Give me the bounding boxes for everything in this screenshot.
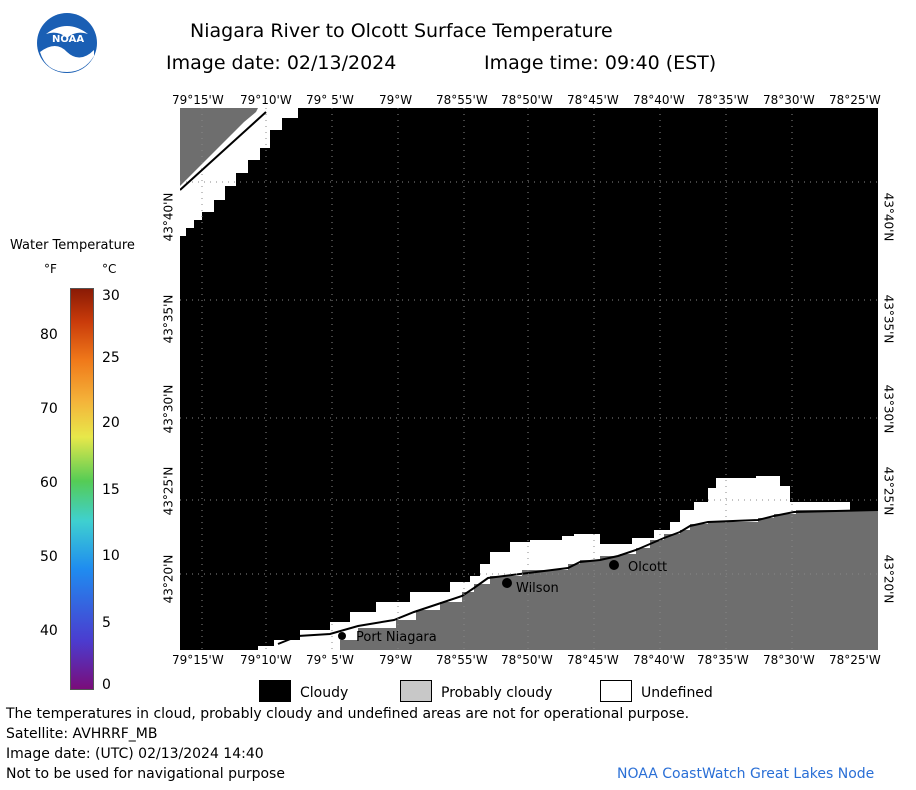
legend-label-undefined: Undefined	[641, 685, 713, 701]
lon-label-top-4: 78°55'W	[436, 93, 488, 107]
lat-label-right-2: 43°30'N	[881, 384, 896, 434]
lat-label-right-0: 43°40'N	[881, 192, 896, 242]
colorbar-c-tick-3: 15	[102, 482, 120, 498]
lon-label-bottom-10: 78°25'W	[829, 653, 881, 667]
lat-label-right-3: 43°25'N	[881, 466, 896, 516]
footer-credit: NOAA CoastWatch Great Lakes Node	[617, 766, 875, 782]
lon-label-bottom-1: 79°10'W	[240, 653, 292, 667]
colorbar-c-tick-0: 30	[102, 288, 120, 304]
legend-swatch-cloudy	[259, 680, 291, 702]
legend-label-cloudy: Cloudy	[300, 685, 349, 701]
map-title: Niagara River to Olcott Surface Temperat…	[190, 20, 613, 42]
lon-label-top-8: 78°35'W	[697, 93, 749, 107]
footer-utc-date: Image date: (UTC) 02/13/2024 14:40	[6, 746, 264, 762]
lon-label-bottom-0: 79°15'W	[172, 653, 224, 667]
colorbar-f-label: °F	[44, 262, 57, 276]
legend-label-probably-cloudy: Probably cloudy	[441, 685, 553, 701]
lon-label-top-10: 78°25'W	[829, 93, 881, 107]
lat-label-left-4: 43°20'N	[161, 554, 176, 604]
colorbar-f-tick-1: 70	[40, 401, 58, 417]
lat-label-left-0: 43°40'N	[161, 192, 176, 242]
lat-label-right-1: 43°35'N	[881, 294, 896, 344]
lon-label-top-5: 78°50'W	[501, 93, 553, 107]
lon-label-top-0: 79°15'W	[172, 93, 224, 107]
lon-label-top-3: 79°W	[379, 93, 413, 107]
colorbar-c-tick-6: 0	[102, 677, 111, 693]
colorbar	[70, 288, 94, 690]
colorbar-c-tick-5: 5	[102, 615, 111, 631]
lat-label-left-3: 43°25'N	[161, 466, 176, 516]
lon-label-top-9: 78°30'W	[763, 93, 815, 107]
place-marker-olcott	[609, 560, 619, 570]
place-label-wilson: Wilson	[516, 581, 559, 596]
footer-note: The temperatures in cloud, probably clou…	[6, 706, 690, 722]
colorbar-f-tick-2: 60	[40, 475, 58, 491]
colorbar-c-tick-2: 20	[102, 415, 120, 431]
image-date: Image date: 02/13/2024	[166, 52, 397, 74]
lat-label-left-1: 43°35'N	[161, 294, 176, 344]
lon-label-top-1: 79°10'W	[240, 93, 292, 107]
noaa-logo-text: NOAA	[52, 34, 85, 45]
lon-label-top-7: 78°40'W	[633, 93, 685, 107]
lon-label-bottom-3: 79°W	[379, 653, 413, 667]
noaa-logo: NOAA	[36, 12, 98, 74]
place-label-port-niagara: Port Niagara	[356, 630, 437, 645]
place-marker-port-niagara	[338, 632, 346, 640]
legend-swatch-probably-cloudy	[400, 680, 432, 702]
lon-label-bottom-5: 78°50'W	[501, 653, 553, 667]
map-svg	[180, 108, 878, 650]
lon-label-top-2: 79° 5'W	[306, 93, 354, 107]
canada-land	[180, 108, 258, 186]
us-land	[340, 510, 878, 650]
colorbar-title: Water Temperature	[10, 238, 135, 253]
legend-swatch-undefined	[600, 680, 632, 702]
colorbar-f-tick-0: 80	[40, 327, 58, 343]
us-shoreline	[277, 509, 878, 645]
colorbar-c-tick-4: 10	[102, 548, 120, 564]
footer-satellite: Satellite: AVHRRF_MB	[6, 726, 158, 742]
lon-label-bottom-7: 78°40'W	[633, 653, 685, 667]
lon-label-top-6: 78°45'W	[567, 93, 619, 107]
colorbar-c-tick-1: 25	[102, 350, 120, 366]
graticule	[180, 108, 878, 650]
lon-label-bottom-8: 78°35'W	[697, 653, 749, 667]
lon-label-bottom-2: 79° 5'W	[306, 653, 354, 667]
lon-label-bottom-4: 78°55'W	[436, 653, 488, 667]
footer-nav-warning: Not to be used for navigational purpose	[6, 766, 285, 782]
image-time: Image time: 09:40 (EST)	[484, 52, 717, 74]
place-label-olcott: Olcott	[628, 560, 668, 575]
colorbar-c-label: °C	[102, 262, 117, 276]
colorbar-f-tick-4: 40	[40, 623, 58, 639]
lon-label-bottom-9: 78°30'W	[763, 653, 815, 667]
lat-label-left-2: 43°30'N	[161, 384, 176, 434]
colorbar-f-tick-3: 50	[40, 549, 58, 565]
canada-shoreline	[180, 111, 267, 191]
lat-label-right-4: 43°20'N	[881, 554, 896, 604]
lon-label-bottom-6: 78°45'W	[567, 653, 619, 667]
place-marker-wilson	[502, 578, 512, 588]
